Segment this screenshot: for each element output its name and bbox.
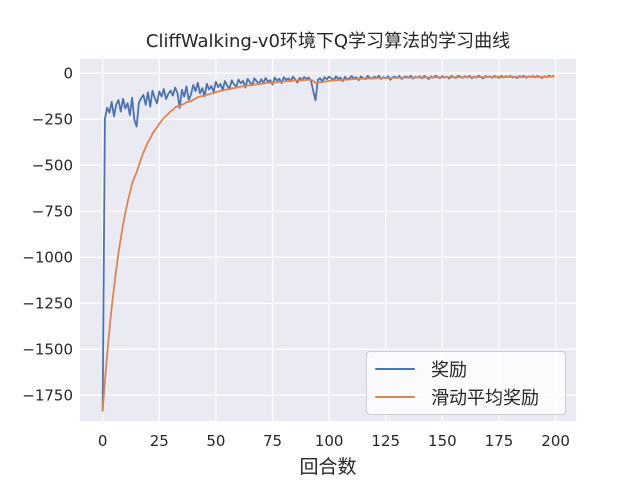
moving-average-line-sample [375,395,415,399]
x-tick-label: 50 [206,432,225,450]
legend-item-moving-average: 滑动平均奖励 [375,384,565,410]
y-tick-label: −1750 [22,387,73,405]
moving-average-line [101,75,555,412]
x-tick-label: 150 [428,432,457,450]
y-tick-label: −750 [32,203,73,221]
x-tick-label: 75 [263,432,282,450]
reward-line [101,74,555,412]
x-tick-label: 100 [315,432,344,450]
x-tick-label: 0 [98,432,108,450]
y-tick-label: −1000 [22,249,73,267]
legend: 奖励 滑动平均奖励 [366,351,566,415]
y-tick-label: 0 [63,65,73,83]
x-tick-label: 200 [541,432,570,450]
y-tick-label: −1250 [22,295,73,313]
y-tick-label: −500 [32,157,73,175]
x-tick-label: 125 [371,432,400,450]
y-tick-label: −1500 [22,341,73,359]
x-axis-label: 回合数 [299,456,357,478]
legend-item-reward: 奖励 [375,356,565,382]
x-tick-label: 175 [485,432,514,450]
legend-label-moving-average: 滑动平均奖励 [431,388,539,409]
reward-line-sample [375,367,415,371]
y-tick-label: −250 [32,111,73,129]
chart-title: CliffWalking-v0环境下Q学习算法的学习曲线 [145,31,511,52]
x-tick-label: 25 [150,432,169,450]
legend-label-reward: 奖励 [431,360,467,381]
